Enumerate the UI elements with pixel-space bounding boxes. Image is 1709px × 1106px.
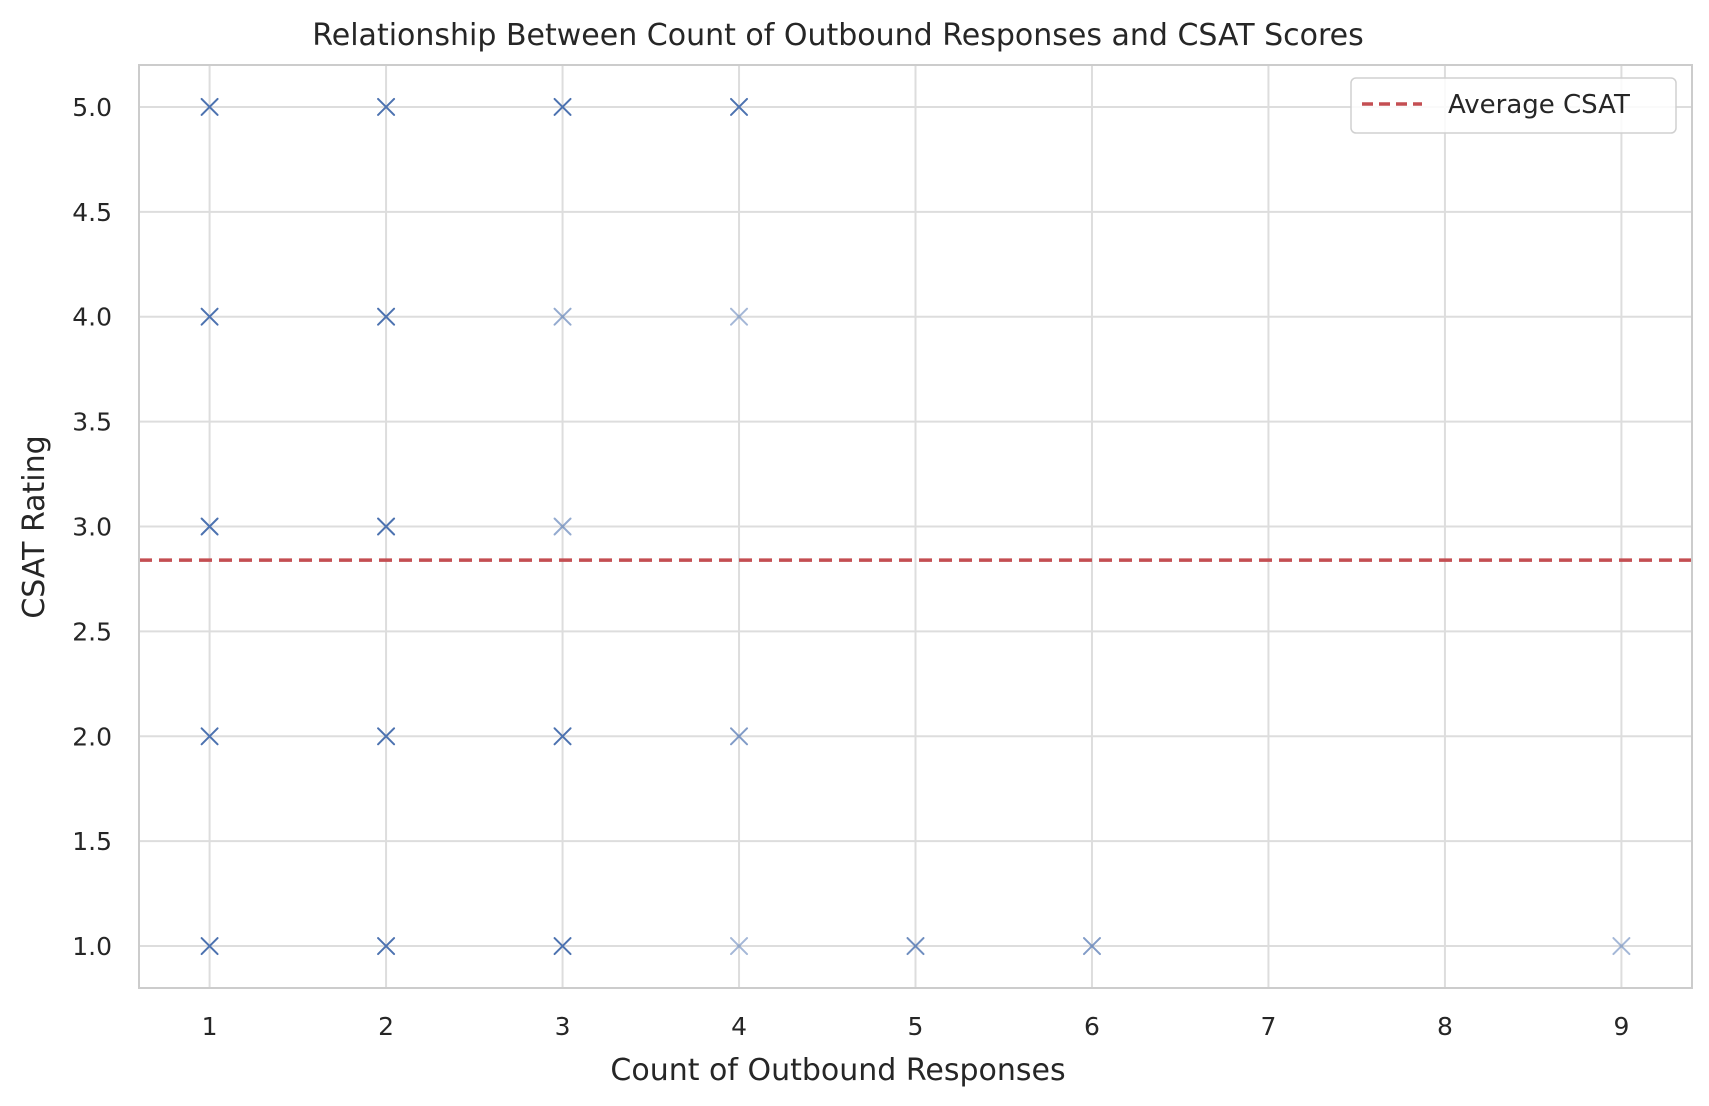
x-tick-label: 3 [555, 1012, 571, 1041]
x-axis-label: Count of Outbound Responses [610, 1053, 1065, 1088]
data-point [377, 307, 396, 326]
data-point [377, 97, 396, 116]
y-tick-label: 5.0 [72, 93, 112, 122]
y-tick-label: 2.0 [72, 722, 112, 751]
data-point [200, 727, 219, 746]
y-tick-label: 3.5 [72, 408, 112, 437]
y-axis-ticks: 1.0 1.5 2.0 2.5 3.0 3.5 4.0 4.5 5.0 [72, 93, 112, 961]
legend-box [1350, 77, 1677, 134]
data-point [200, 937, 219, 956]
x-tick-label: 9 [1613, 1012, 1629, 1041]
data-point [730, 937, 749, 956]
data-point [553, 937, 572, 956]
x-tick-label: 5 [908, 1012, 924, 1041]
x-tick-label: 4 [731, 1012, 747, 1041]
data-point [377, 937, 396, 956]
data-point [730, 727, 749, 746]
data-point [200, 307, 219, 326]
x-tick-label: 2 [378, 1012, 394, 1041]
data-point [906, 937, 925, 956]
data-point [200, 517, 219, 536]
data-point [553, 727, 572, 746]
data-point [200, 97, 219, 116]
x-tick-label: 6 [1084, 1012, 1100, 1041]
data-point [553, 517, 572, 536]
y-tick-label: 1.0 [72, 932, 112, 961]
x-tick-label: 8 [1437, 1012, 1453, 1041]
y-tick-label: 4.5 [72, 198, 112, 227]
grid-lines [139, 65, 1692, 988]
legend-label-average-csat: Average CSAT [1448, 90, 1630, 120]
y-tick-label: 4.0 [72, 303, 112, 332]
y-tick-label: 2.5 [72, 617, 112, 646]
data-point [1612, 937, 1631, 956]
y-tick-label: 3.0 [72, 513, 112, 542]
data-point [553, 307, 572, 326]
data-points [200, 97, 1631, 956]
data-point [730, 307, 749, 326]
data-point [1082, 937, 1101, 956]
x-axis-ticks: 1 2 3 4 5 6 7 8 9 [202, 1012, 1630, 1041]
data-point [377, 517, 396, 536]
data-point [377, 727, 396, 746]
plot-frame [138, 64, 1693, 989]
x-tick-label: 1 [202, 1012, 218, 1041]
legend: Average CSAT [1350, 77, 1677, 134]
y-tick-label: 1.5 [72, 827, 112, 856]
data-point [730, 97, 749, 116]
x-tick-label: 7 [1261, 1012, 1277, 1041]
y-axis-label: CSAT Rating [17, 435, 52, 618]
data-point [553, 97, 572, 116]
chart-title: Relationship Between Count of Outbound R… [312, 18, 1363, 53]
